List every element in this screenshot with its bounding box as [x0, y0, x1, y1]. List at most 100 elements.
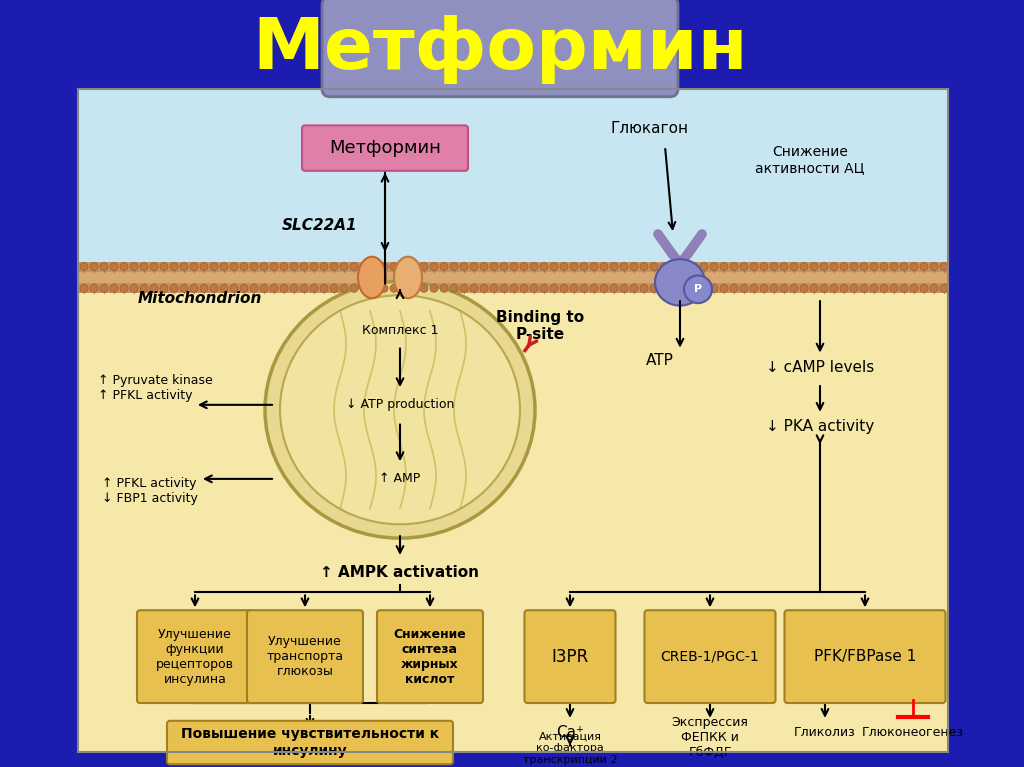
Circle shape	[80, 262, 88, 271]
Text: Ca⁺: Ca⁺	[556, 725, 584, 740]
Circle shape	[510, 262, 518, 271]
Circle shape	[590, 262, 598, 271]
Circle shape	[680, 285, 688, 292]
Circle shape	[880, 285, 888, 292]
Circle shape	[520, 262, 528, 271]
Bar	[78, 262, 948, 272]
Circle shape	[790, 285, 798, 292]
Ellipse shape	[394, 257, 422, 298]
Circle shape	[500, 285, 508, 292]
Circle shape	[490, 262, 498, 271]
Text: Экспрессия
ФЕПКК и
ГбФДГ: Экспрессия ФЕПКК и ГбФДГ	[672, 716, 749, 759]
Circle shape	[470, 262, 478, 271]
Bar	[78, 262, 948, 752]
Circle shape	[200, 262, 208, 271]
Circle shape	[810, 262, 818, 271]
Text: PFK/FBPase 1: PFK/FBPase 1	[814, 649, 916, 664]
Circle shape	[340, 285, 348, 292]
Circle shape	[900, 285, 908, 292]
Circle shape	[170, 285, 178, 292]
Text: ↓ cAMP levels: ↓ cAMP levels	[766, 360, 874, 375]
Circle shape	[750, 285, 758, 292]
Circle shape	[130, 285, 138, 292]
Text: ↑ PFKL activity
↓ FBP1 activity: ↑ PFKL activity ↓ FBP1 activity	[102, 477, 198, 505]
Circle shape	[700, 285, 708, 292]
Circle shape	[90, 285, 98, 292]
Circle shape	[180, 285, 188, 292]
FancyBboxPatch shape	[247, 611, 362, 703]
Circle shape	[670, 285, 678, 292]
Circle shape	[860, 285, 868, 292]
Circle shape	[150, 262, 158, 271]
Circle shape	[720, 262, 728, 271]
Text: Гликолиз: Гликолиз	[795, 726, 856, 739]
Ellipse shape	[265, 281, 535, 538]
Circle shape	[450, 262, 458, 271]
Circle shape	[940, 262, 948, 271]
Circle shape	[780, 262, 788, 271]
Circle shape	[770, 262, 778, 271]
Circle shape	[270, 262, 278, 271]
Text: ↓ ATP production: ↓ ATP production	[346, 398, 455, 411]
Circle shape	[660, 285, 668, 292]
Circle shape	[480, 262, 488, 271]
Circle shape	[250, 285, 258, 292]
Circle shape	[910, 262, 918, 271]
Circle shape	[250, 262, 258, 271]
Text: CREB-1/PGC-1: CREB-1/PGC-1	[660, 650, 760, 663]
Circle shape	[640, 285, 648, 292]
Circle shape	[110, 285, 118, 292]
FancyBboxPatch shape	[644, 611, 775, 703]
Text: ATP: ATP	[646, 353, 674, 368]
Circle shape	[260, 285, 268, 292]
Circle shape	[610, 262, 618, 271]
Text: Активация
ко-фактора
транскрипции 2: Активация ко-фактора транскрипции 2	[522, 732, 617, 765]
Circle shape	[570, 262, 578, 271]
Circle shape	[580, 262, 588, 271]
Circle shape	[860, 262, 868, 271]
Circle shape	[360, 285, 368, 292]
Circle shape	[280, 262, 288, 271]
Circle shape	[930, 262, 938, 271]
Circle shape	[360, 262, 368, 271]
Circle shape	[810, 285, 818, 292]
Text: I3PR: I3PR	[551, 647, 589, 666]
FancyBboxPatch shape	[784, 611, 945, 703]
Circle shape	[560, 262, 568, 271]
Circle shape	[550, 285, 558, 292]
Circle shape	[600, 285, 608, 292]
Circle shape	[580, 285, 588, 292]
Circle shape	[160, 262, 168, 271]
Text: Улучшение
транспорта
глюкозы: Улучшение транспорта глюкозы	[266, 635, 344, 678]
Text: Снижение
активности АЦ: Снижение активности АЦ	[756, 145, 864, 175]
Circle shape	[510, 285, 518, 292]
Text: Снижение
синтеза
жирных
кислот: Снижение синтеза жирных кислот	[393, 627, 466, 686]
Circle shape	[390, 285, 398, 292]
Text: ↑ Pyruvate kinase
↑ PFKL activity: ↑ Pyruvate kinase ↑ PFKL activity	[97, 374, 212, 402]
Circle shape	[210, 262, 218, 271]
FancyBboxPatch shape	[137, 611, 253, 703]
Circle shape	[640, 262, 648, 271]
Circle shape	[690, 285, 698, 292]
Circle shape	[750, 262, 758, 271]
Text: Mitochondrion: Mitochondrion	[138, 291, 262, 306]
Circle shape	[230, 285, 238, 292]
Circle shape	[100, 285, 108, 292]
Circle shape	[350, 262, 358, 271]
Circle shape	[490, 285, 498, 292]
Text: ↑ AMP: ↑ AMP	[379, 472, 421, 486]
Circle shape	[140, 262, 148, 271]
Circle shape	[380, 262, 388, 271]
Circle shape	[620, 285, 628, 292]
Circle shape	[780, 285, 788, 292]
Circle shape	[420, 262, 428, 271]
Circle shape	[240, 262, 248, 271]
Circle shape	[890, 285, 898, 292]
Circle shape	[890, 262, 898, 271]
Circle shape	[720, 285, 728, 292]
Circle shape	[380, 285, 388, 292]
Circle shape	[590, 285, 598, 292]
Circle shape	[280, 285, 288, 292]
Circle shape	[460, 285, 468, 292]
Circle shape	[530, 285, 538, 292]
